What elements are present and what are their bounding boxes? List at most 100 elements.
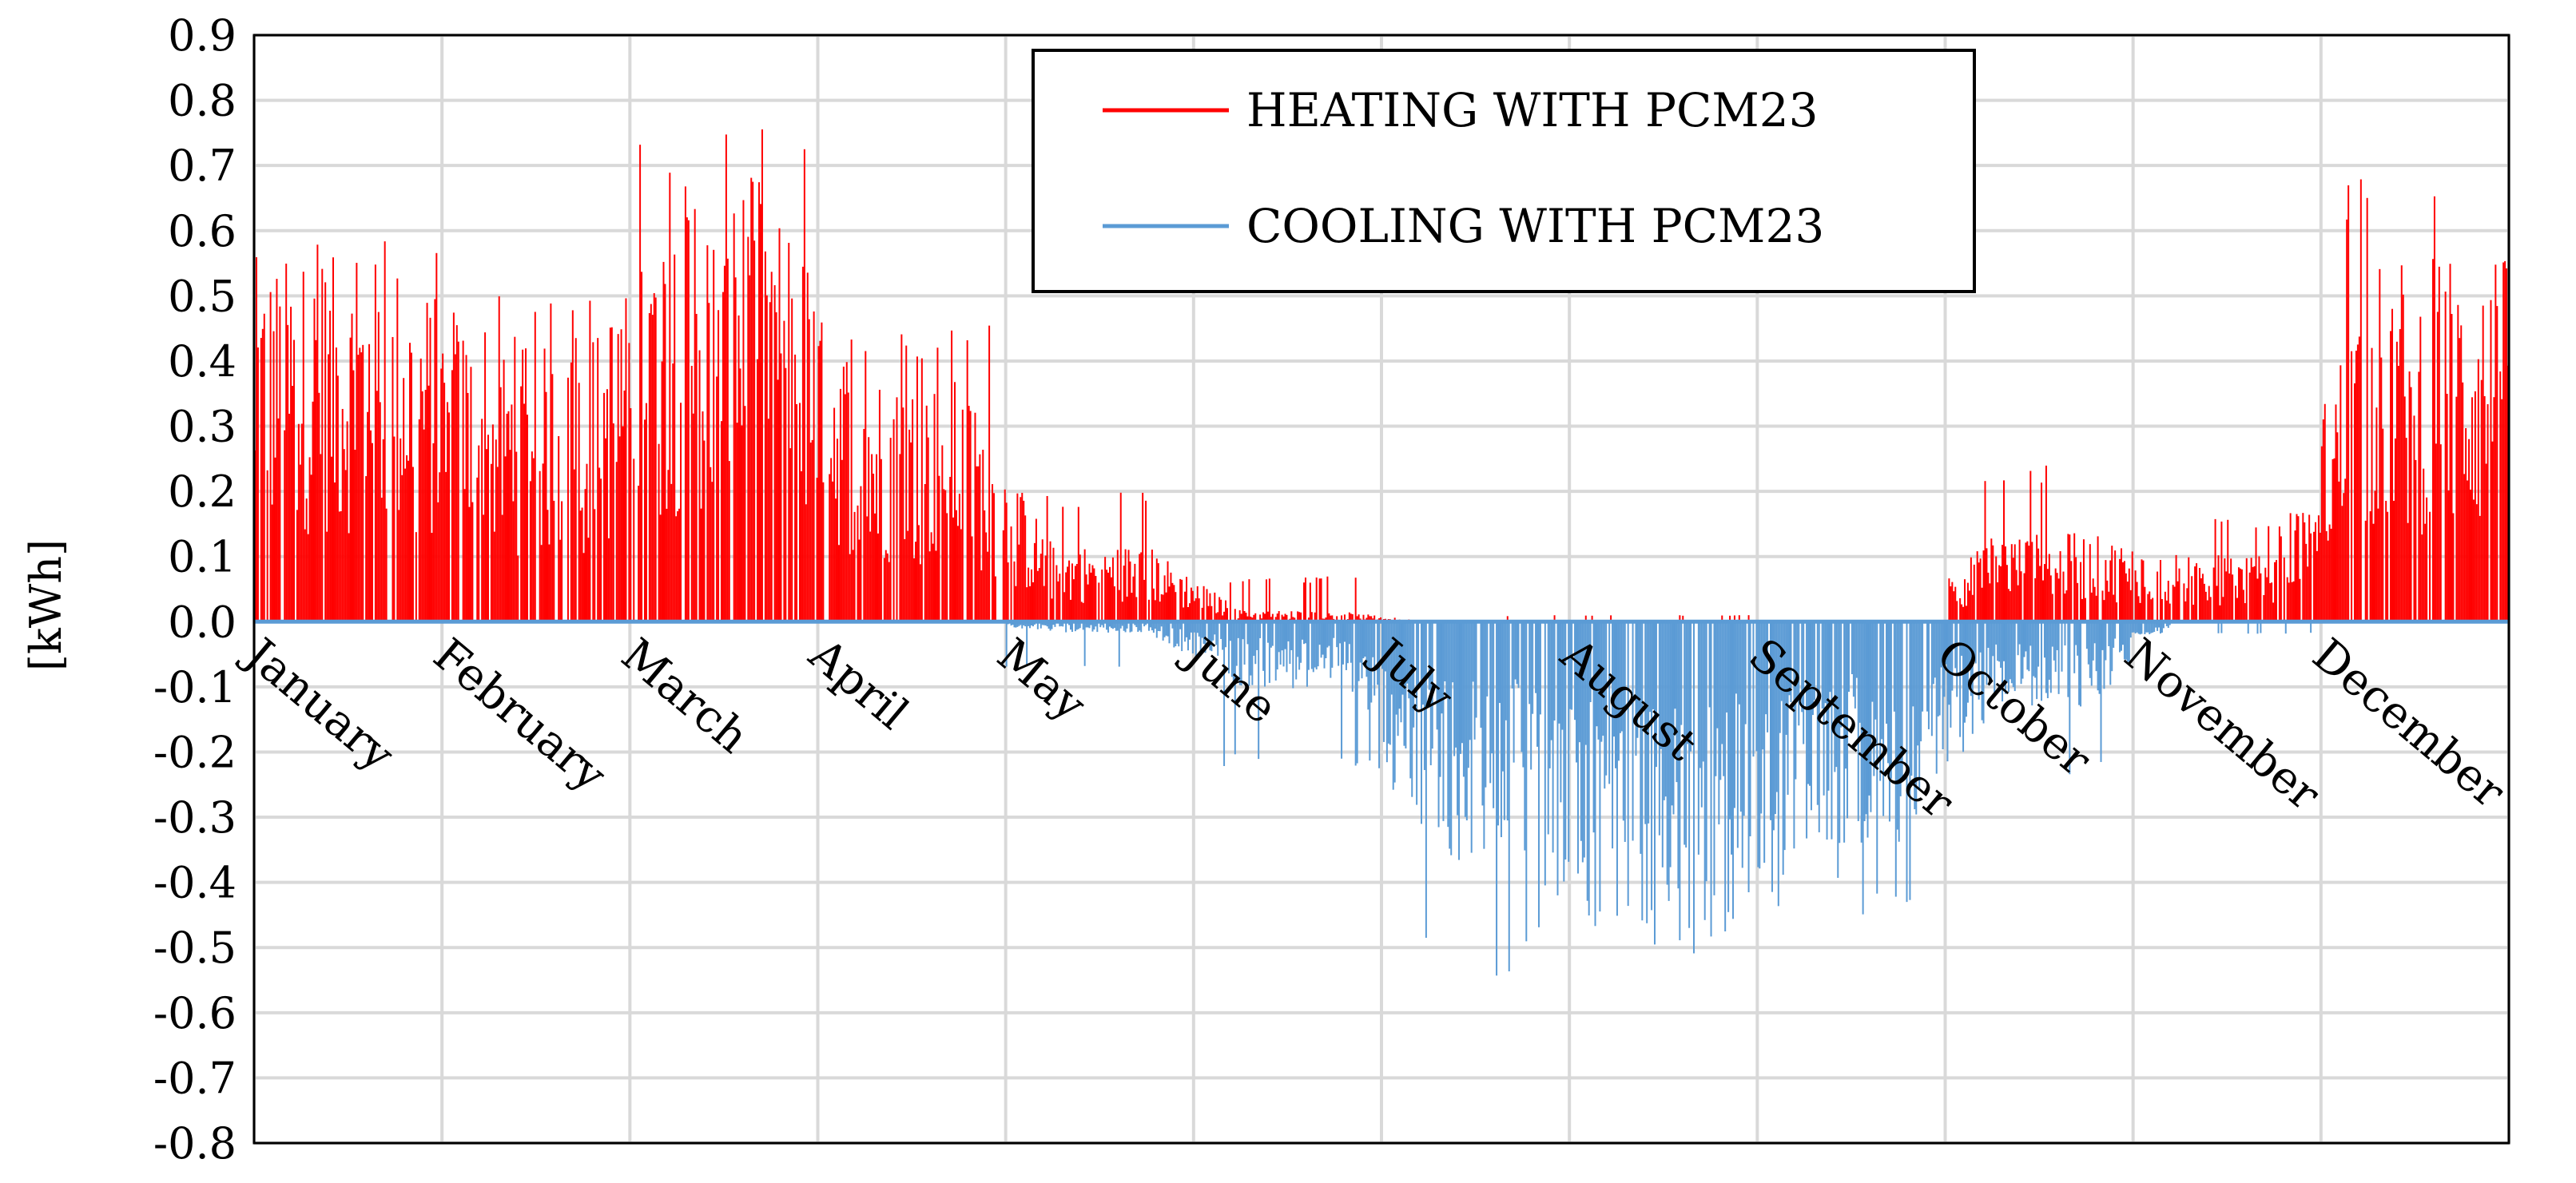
heating-bar (2230, 558, 2232, 622)
cooling-bar (1024, 621, 1027, 627)
heating-bar (2196, 563, 2198, 622)
heating-bar (2358, 336, 2360, 622)
heating-bar (2139, 602, 2141, 622)
cooling-bar (1501, 621, 1504, 772)
cooling-bar (1071, 621, 1073, 633)
heating-bar (758, 182, 761, 622)
heating-bar (2346, 219, 2348, 622)
heating-bar (2075, 557, 2077, 622)
y-tick-label: -0.3 (153, 792, 237, 843)
heating-bar (868, 437, 870, 622)
heating-bar (1071, 563, 1073, 622)
heating-bar (261, 328, 264, 622)
cooling-bar (1077, 621, 1079, 629)
heating-bar (2419, 316, 2422, 622)
y-axis-ticks: 0.90.80.70.60.50.40.30.20.10.0-0.1-0.2-0… (153, 10, 237, 1169)
cooling-bar (1516, 621, 1518, 685)
heating-bar (1035, 518, 1037, 622)
heating-bar (344, 470, 347, 622)
cooling-bar (1564, 621, 1567, 860)
cooling-bar (1230, 621, 1233, 677)
heating-bar (2203, 583, 2205, 622)
heating-bar (1282, 616, 1285, 622)
heating-bar (759, 204, 761, 622)
cooling-bar (2020, 621, 2022, 685)
heating-bar (1163, 575, 1166, 622)
cooling-bar (1343, 621, 1346, 642)
cooling-bar (2217, 621, 2220, 633)
heating-bar (427, 385, 430, 622)
heating-bar (866, 516, 869, 622)
heating-bar (2256, 578, 2259, 622)
heating-bar (2067, 534, 2069, 622)
heating-bar (713, 249, 715, 622)
heating-bar (455, 325, 458, 622)
heating-bar (2491, 441, 2494, 622)
heating-bar (346, 421, 348, 622)
heating-bar (643, 419, 646, 622)
cooling-bar (2090, 621, 2093, 686)
cooling-bar (1351, 621, 1354, 692)
cooling-bar (1498, 621, 1501, 704)
cooling-bar (2061, 621, 2063, 672)
cooling-bar (1608, 621, 1611, 784)
heating-bar (777, 379, 779, 622)
cooling-bar (1569, 621, 1572, 709)
cooling-bar (1109, 621, 1111, 627)
cooling-bar (1909, 621, 1911, 900)
heating-bar (2355, 351, 2357, 622)
cooling-bar (1203, 621, 1205, 645)
heating-bar (2212, 567, 2215, 622)
heating-bar (2291, 582, 2293, 622)
heating-bar (2319, 532, 2321, 622)
heating-bar (2252, 566, 2254, 622)
heating-bar (1052, 547, 1055, 622)
heating-bar (2169, 603, 2171, 622)
cooling-bar (1668, 621, 1670, 901)
cooling-bar (1417, 621, 1420, 688)
heating-bar (331, 456, 333, 622)
heating-bar (582, 553, 585, 622)
heating-bar (2253, 566, 2256, 622)
heating-bar (2129, 590, 2132, 622)
heating-bar (733, 213, 735, 622)
heating-bar (426, 303, 428, 622)
cooling-bar (1242, 621, 1244, 640)
y-tick-label: -0.7 (153, 1053, 237, 1103)
cooling-bar (1899, 621, 1902, 796)
cooling-bar (2136, 621, 2138, 633)
cooling-bar (1187, 621, 1189, 651)
cooling-bar (1240, 621, 1242, 686)
cooling-bar (2017, 621, 2019, 656)
heating-bar (1591, 615, 1593, 622)
cooling-bar (1874, 621, 1877, 720)
heating-bar (1954, 586, 1957, 622)
heating-bar (932, 543, 934, 622)
heating-bar (723, 265, 725, 622)
cooling-bar (2128, 621, 2130, 665)
cooling-bar (1065, 621, 1067, 633)
y-tick-label: -0.8 (153, 1118, 237, 1169)
cooling-bar (1994, 621, 1996, 696)
cooling-bar (1328, 621, 1330, 646)
heating-bar (865, 351, 867, 622)
heating-bar (543, 348, 546, 622)
cooling-bar (1436, 621, 1438, 730)
cooling-bar (1636, 621, 1639, 738)
heating-bar (2289, 513, 2292, 622)
heating-bar (905, 345, 908, 622)
heating-bar (1026, 587, 1028, 622)
cooling-bar (1724, 621, 1727, 932)
heating-bar (2097, 536, 2099, 622)
heating-bar (1041, 539, 1044, 622)
heating-bar (2006, 565, 2008, 622)
cooling-bar (2133, 621, 2135, 633)
heating-bar (2204, 591, 2207, 622)
heating-bar (1982, 550, 1985, 622)
heating-bar (2101, 590, 2104, 622)
cooling-bar (1992, 621, 1994, 657)
heating-bar (726, 258, 729, 622)
cooling-bar (1300, 621, 1302, 663)
heating-bar (532, 458, 535, 622)
